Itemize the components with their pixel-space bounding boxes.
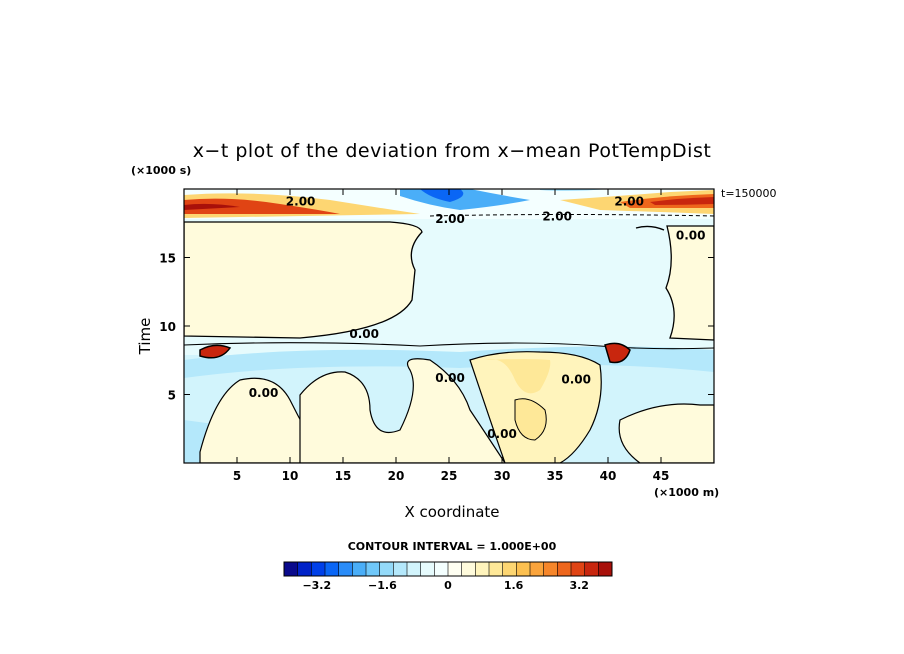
contour-label: 2.00 [542,209,572,223]
colorbar-swatch [434,562,449,576]
x-axis-ticks: 5 10 15 20 25 30 35 40 45 [233,189,670,483]
colorbar-tick-label: 1.6 [504,579,524,592]
field-top-hot-right-core [650,197,714,205]
x-tick-label: 35 [547,469,564,483]
field-warm-region-right [665,225,714,341]
colorbar-swatch [284,562,298,576]
contour-label: 0.00 [349,327,379,341]
field-blob-2 [299,358,506,463]
field-top-hot-left-core [184,203,240,210]
colorbar-swatch [366,562,380,576]
contour-label: 2.00 [614,194,644,208]
colorbar-tick-label: 3.2 [569,579,589,592]
colorbar-swatch [448,562,462,576]
colorbar-swatch [502,562,517,576]
colorbar-swatch [393,562,408,576]
x-tick-label: 5 [233,469,241,483]
x-tick-label: 25 [441,469,458,483]
contour-label: 0.00 [487,427,517,441]
contour-label: 0.00 [561,372,591,386]
colorbar-swatch [311,562,326,576]
colorbar-swatch [352,562,367,576]
x-axis-label: X coordinate [404,503,500,521]
colorbar: −3.2 −1.6 0 1.6 3.2 [283,561,613,592]
timestamp-label: t=150000 [721,187,777,200]
colorbar-swatch [379,562,394,576]
field-blob-4 [618,403,714,463]
field-top-hot-left [184,198,340,214]
colorbar-swatch [598,562,613,576]
colorbar-swatch [571,562,585,576]
colorbar-tick-label: −3.2 [302,579,331,592]
contour-labels: 0.00 0.00 0.00 0.00 0.00 0.00 2.00 2.00 2.00 2.00 [249,194,706,441]
colorbar-swatch [461,562,476,576]
colorbar-swatch [557,562,572,576]
field-blob-3-core [485,359,551,394]
contour-label: 0.00 [435,371,465,385]
x-tick-label: 45 [653,469,670,483]
colorbar-swatch [420,562,435,576]
colorbar-swatch [584,562,599,576]
contour-interval-label: CONTOUR INTERVAL = 1.000E+00 [347,540,557,553]
field-top-cool-center-core [420,189,464,202]
colorbar-swatch [516,562,531,576]
colorbar-swatch [530,562,544,576]
x-axis-unit-label: (×1000 m) [654,486,720,499]
x-tick-label: 15 [335,469,352,483]
y-tick-label: 10 [159,320,176,334]
colorbar-swatch [325,562,339,576]
colorbar-swatch [338,562,353,576]
colorbar-swatch [297,562,312,576]
plot-fields [184,189,714,463]
contour-dashed-top [429,214,714,217]
contour-label: 0.00 [249,386,279,400]
contour-zero-mid [184,342,714,350]
field-warm-region-left [184,221,423,339]
x-tick-label: 40 [600,469,617,483]
field-cool-band [184,346,714,378]
contour-ripple-right [635,225,665,231]
field-spot-right [604,342,631,364]
chart-title: x−t plot of the deviation from x−mean Po… [192,140,712,162]
colorbar-tick-label: −1.6 [368,579,397,592]
x-tick-label: 20 [388,469,405,483]
field-spot-left [199,344,232,359]
y-tick-label: 5 [168,389,176,403]
colorbar-swatch [475,562,490,576]
colorbar-swatch [489,562,503,576]
colorbar-tick-label: 0 [444,579,452,592]
colorbar-swatch [543,562,558,576]
y-axis-unit-label: (×1000 s) [131,164,192,177]
contour-label: 2.00 [435,212,465,226]
x-tick-label: 10 [282,469,299,483]
field-blob-3-inner [514,398,547,441]
y-axis-ticks: 5 10 15 [159,252,714,403]
contour-label: 0.00 [676,229,706,243]
contour-label: 2.00 [286,194,316,208]
colorbar-swatch [407,562,421,576]
x-tick-label: 30 [494,469,511,483]
y-tick-label: 15 [159,252,176,266]
